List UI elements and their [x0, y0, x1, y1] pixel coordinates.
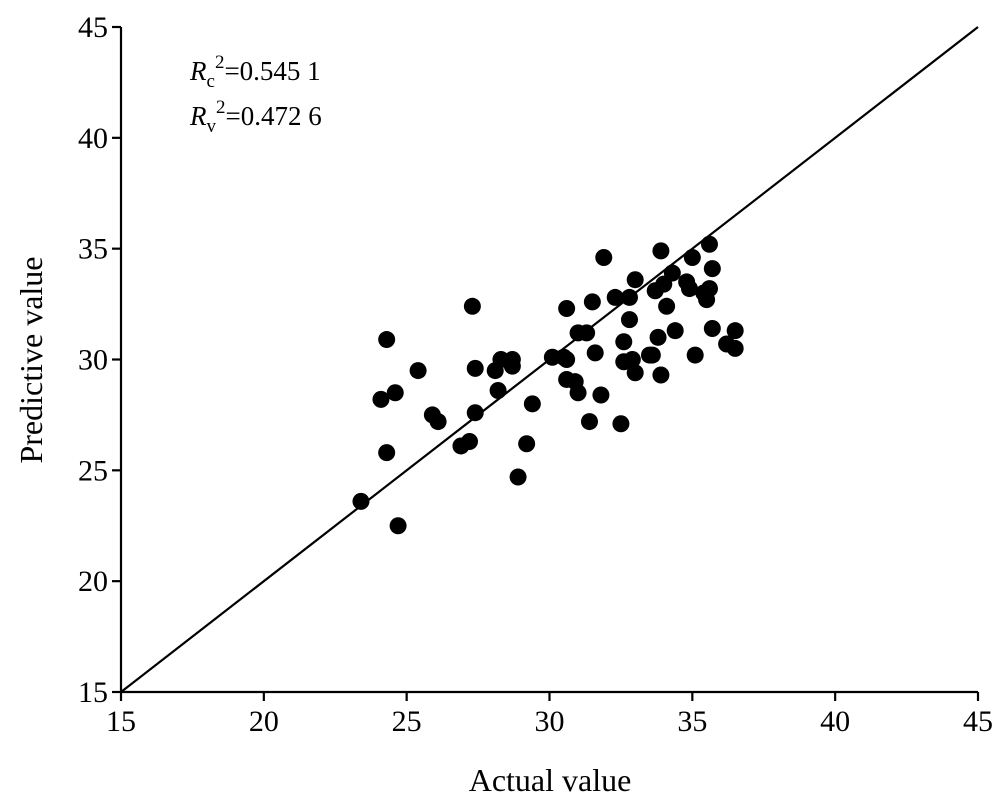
data-point	[606, 288, 624, 306]
data-point	[466, 359, 484, 377]
data-point	[700, 280, 718, 298]
data-point	[643, 346, 661, 364]
data-point	[586, 344, 604, 362]
data-point	[463, 297, 481, 315]
data-point	[626, 271, 644, 289]
y-tick-label: 35	[78, 233, 108, 266]
annotation-rv-symbol: R	[189, 101, 207, 131]
data-point	[461, 433, 479, 451]
data-point	[615, 333, 633, 351]
x-tick-label: 15	[106, 705, 136, 738]
y-axis-title: Predictive value	[13, 256, 49, 463]
data-point	[409, 362, 427, 380]
annotation-rv: Rv2=0.472 6	[189, 97, 322, 137]
data-point	[686, 346, 704, 364]
data-point	[378, 331, 396, 349]
annotation-rc: Rc2=0.545 1	[189, 52, 321, 92]
data-point	[658, 297, 676, 315]
data-points	[352, 235, 744, 535]
data-point	[372, 390, 390, 408]
annotation-rc-subscript: c	[207, 71, 215, 92]
data-point	[612, 415, 630, 433]
x-axis-ticks: 15 20 25 30 35 40 45	[106, 692, 993, 738]
y-tick-label: 20	[78, 565, 108, 598]
x-tick-label: 35	[677, 705, 707, 738]
data-point	[466, 404, 484, 422]
data-point	[578, 324, 596, 342]
annotation-rv-subscript: v	[207, 116, 217, 137]
data-point	[489, 382, 507, 400]
annotation-rc-superscript: 2	[215, 52, 225, 73]
data-point	[649, 328, 667, 346]
x-tick-label: 40	[820, 705, 850, 738]
data-point	[652, 366, 670, 384]
y-tick-label: 40	[78, 122, 108, 155]
data-point	[663, 264, 681, 282]
y-tick-label: 30	[78, 344, 108, 377]
annotation-rv-superscript: 2	[216, 97, 226, 118]
annotation-rc-symbol: R	[189, 56, 207, 86]
data-point	[666, 322, 684, 340]
data-point	[726, 339, 744, 357]
y-axis-ticks: 15 20 25 30 35 40 45	[78, 11, 121, 709]
data-point	[386, 384, 404, 402]
data-point	[509, 468, 527, 486]
data-point	[503, 351, 521, 368]
annotation-rc-value: =0.545 1	[224, 56, 320, 86]
data-point	[680, 280, 698, 298]
data-point	[523, 395, 541, 413]
y-tick-label: 25	[78, 454, 108, 487]
data-point	[518, 435, 536, 453]
data-point	[558, 351, 576, 368]
data-point	[595, 249, 613, 267]
x-axis-title: Actual value	[469, 762, 632, 798]
data-point	[626, 364, 644, 382]
x-tick-label: 25	[392, 705, 422, 738]
y-tick-label: 45	[78, 11, 108, 44]
x-tick-label: 20	[249, 705, 279, 738]
data-point	[652, 242, 670, 260]
data-point	[703, 319, 721, 337]
data-point	[352, 492, 370, 510]
data-point	[592, 386, 610, 404]
data-point	[683, 249, 701, 267]
data-point	[620, 288, 638, 306]
data-point	[378, 444, 396, 462]
y-tick-label: 15	[78, 676, 108, 709]
data-point	[703, 260, 721, 278]
annotation-rv-value: =0.472 6	[226, 101, 322, 131]
data-point	[620, 311, 638, 329]
data-point	[623, 351, 641, 368]
x-tick-label: 30	[535, 705, 565, 738]
data-point	[558, 300, 576, 318]
data-point	[583, 293, 601, 311]
data-point	[726, 322, 744, 340]
data-point	[580, 413, 598, 431]
x-tick-label: 45	[963, 705, 993, 738]
data-point	[389, 517, 407, 535]
data-point	[569, 384, 587, 402]
data-point	[700, 235, 718, 253]
data-point	[429, 413, 447, 431]
